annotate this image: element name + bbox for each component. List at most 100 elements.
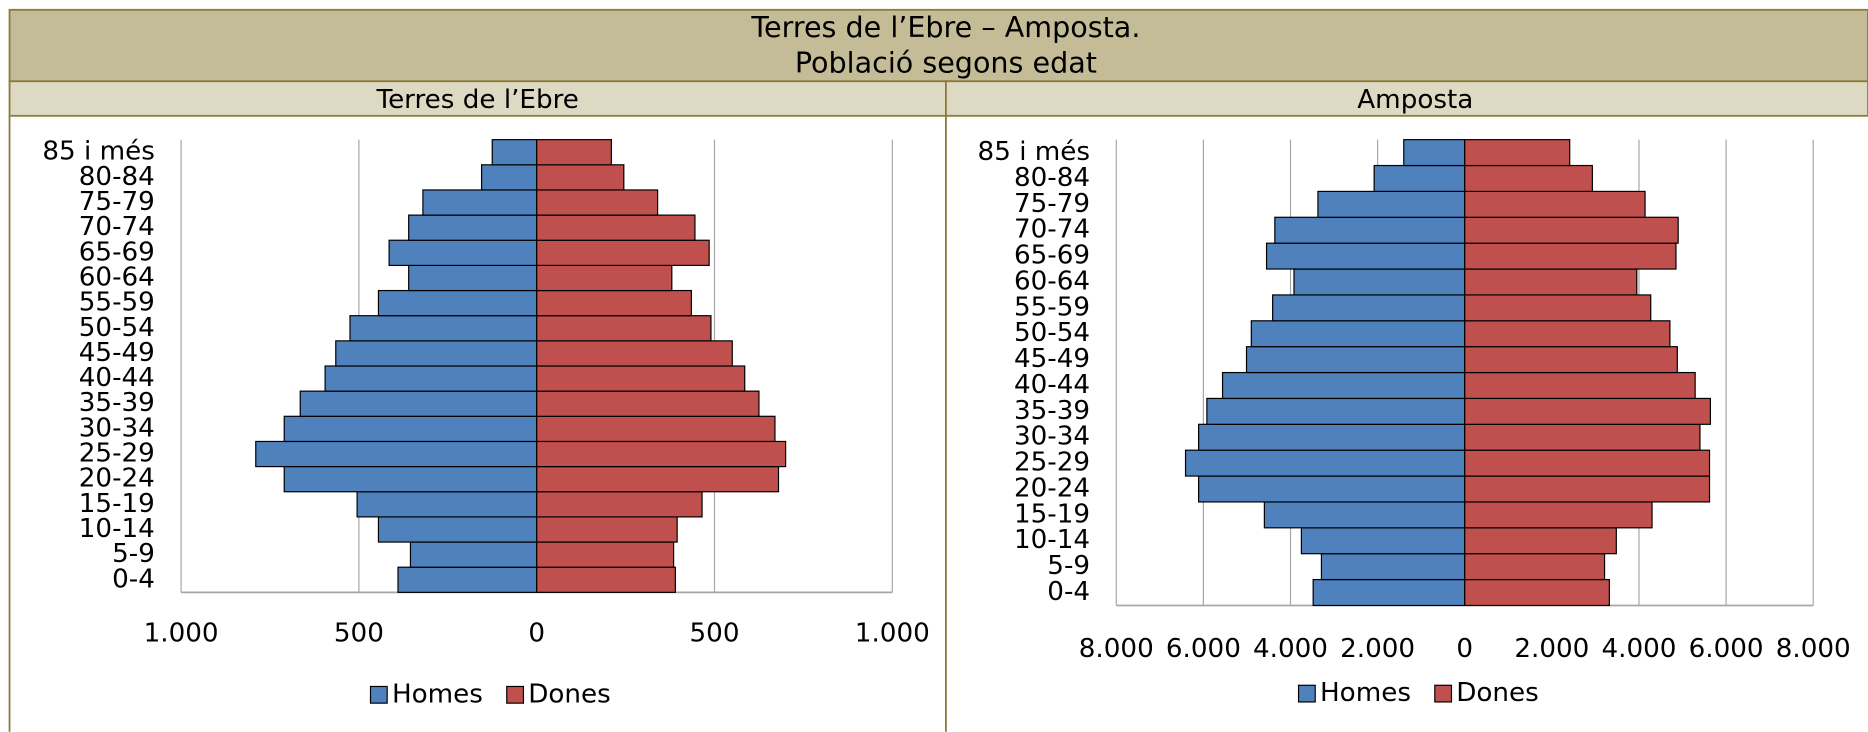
x-tick-label: 500 [690, 619, 740, 649]
bar [1464, 139, 1571, 167]
y-tick-label: 10-14 [79, 514, 155, 544]
bar [536, 214, 696, 241]
bar [409, 541, 538, 568]
bar [1464, 216, 1679, 244]
y-tick-label: 85 i més [978, 137, 1091, 167]
y-tick-label: 5-9 [112, 539, 155, 569]
bar [1300, 527, 1466, 555]
bar [536, 289, 692, 317]
bar [536, 390, 760, 417]
x-tick-label: 1.000 [144, 619, 219, 649]
bar [397, 566, 538, 593]
bar [283, 466, 538, 493]
bar [299, 390, 538, 417]
x-tick-label: 0 [1456, 634, 1473, 664]
bar [536, 340, 733, 367]
y-tick-label: 55-59 [79, 288, 155, 318]
bar [1198, 475, 1466, 503]
y-tick-label: 0-4 [1047, 577, 1090, 607]
y-tick-label: 25-29 [79, 439, 155, 469]
legend-swatch [1297, 684, 1316, 703]
bar [1464, 268, 1638, 296]
x-tick-label: 6.000 [1689, 634, 1764, 664]
bar [536, 491, 703, 518]
x-tick-label: 1.000 [855, 619, 930, 649]
y-tick-label: 50-54 [1014, 318, 1090, 348]
x-tick-label: 4.000 [1253, 634, 1328, 664]
bar [349, 315, 538, 342]
y-tick-label: 35-39 [1014, 396, 1090, 426]
y-tick-label: 50-54 [79, 313, 155, 343]
legend-swatch [506, 685, 525, 704]
bar [1464, 527, 1617, 555]
bar [1373, 164, 1466, 193]
y-tick-label: 0-4 [112, 564, 155, 594]
bar [536, 315, 712, 342]
legend-label: Homes [392, 679, 483, 709]
y-tick-label: 40-44 [1014, 370, 1090, 400]
y-tick-label: 35-39 [79, 388, 155, 418]
bar [1274, 216, 1466, 244]
bar [1221, 371, 1466, 400]
bar [408, 214, 538, 241]
bar [1272, 294, 1466, 322]
bar [536, 164, 625, 191]
bar [1250, 320, 1466, 348]
y-tick-label: 20-24 [1014, 474, 1090, 504]
bar [1198, 423, 1466, 451]
bar [1317, 190, 1466, 218]
y-tick-label: 45-49 [1014, 344, 1090, 374]
legend-swatch [1434, 684, 1453, 703]
bar [1206, 397, 1466, 425]
legend-label: Homes [1320, 678, 1411, 708]
x-tick-label: 4.000 [1601, 634, 1676, 664]
x-tick-label: 8.000 [1776, 634, 1851, 664]
y-tick-label: 20-24 [79, 464, 155, 494]
bar [422, 189, 538, 216]
y-tick-label: 45-49 [79, 338, 155, 368]
y-tick-label: 65-69 [79, 237, 155, 267]
legend-label: Dones [528, 679, 611, 709]
bar [1464, 501, 1653, 529]
y-tick-label: 85 i més [42, 137, 155, 167]
bar [377, 516, 538, 543]
legend-label: Dones [1456, 678, 1539, 708]
bar [377, 289, 538, 317]
y-tick-label: 15-19 [79, 489, 155, 519]
bar [536, 440, 787, 468]
bar [388, 239, 538, 266]
x-tick-label: 2.000 [1340, 634, 1415, 664]
y-tick-label: 60-64 [79, 262, 155, 292]
bar [536, 139, 612, 166]
bar [1312, 578, 1466, 607]
bar [1464, 578, 1610, 607]
bar [1320, 553, 1466, 581]
x-tick-label: 2.000 [1514, 634, 1589, 664]
bar [536, 264, 673, 292]
bar [536, 415, 776, 443]
bar [255, 440, 538, 468]
bar [536, 516, 678, 543]
title: Terres de l’Ebre – Amposta. [750, 10, 1140, 44]
legend-swatch [369, 685, 388, 704]
y-tick-label: 25-29 [1014, 448, 1090, 478]
x-tick-label: 500 [334, 619, 384, 649]
bar [1464, 553, 1606, 581]
bar [1464, 475, 1711, 503]
bar [1464, 423, 1701, 451]
bar [324, 365, 538, 392]
y-tick-label: 30-34 [1014, 422, 1090, 452]
bar [1184, 449, 1466, 477]
x-tick-label: 0 [528, 619, 545, 649]
bar [536, 239, 710, 266]
bar [1464, 320, 1671, 348]
bar [1263, 501, 1466, 529]
y-tick-label: 80-84 [1014, 163, 1090, 193]
chart-title: Terres de l’Ebre [376, 85, 579, 115]
y-tick-label: 80-84 [79, 162, 155, 192]
y-tick-label: 75-79 [79, 187, 155, 217]
bar [480, 164, 538, 191]
bar [283, 415, 538, 443]
bar [335, 340, 538, 367]
bar [536, 466, 780, 493]
